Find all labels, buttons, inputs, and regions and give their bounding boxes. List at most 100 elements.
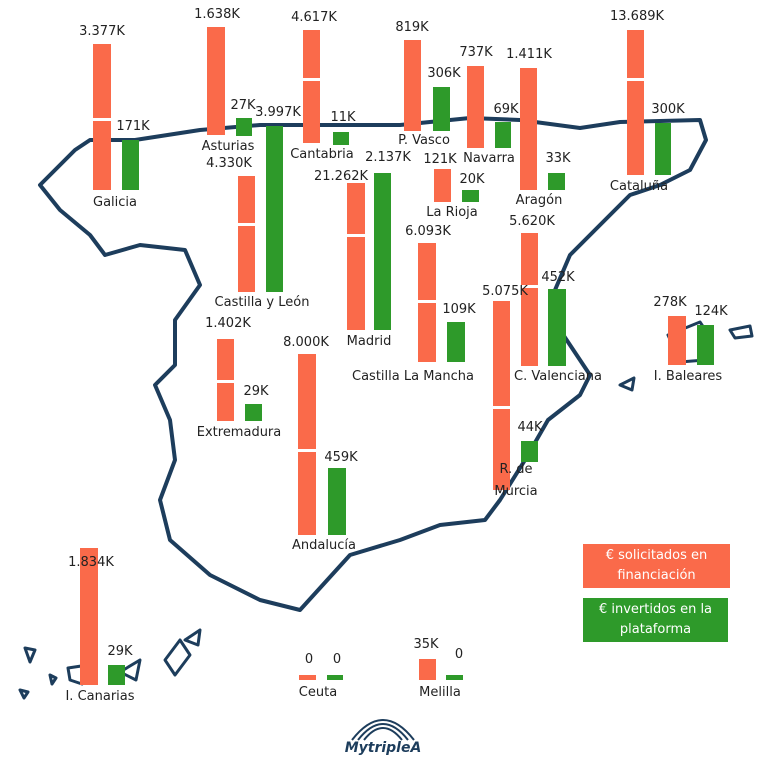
invested-label: 2.137K bbox=[365, 150, 411, 165]
requested-bar bbox=[299, 675, 316, 680]
region-name: I. Canarias bbox=[65, 689, 135, 704]
invested-label: 0 bbox=[454, 647, 464, 662]
requested-bar bbox=[668, 316, 686, 365]
requested-bar bbox=[80, 548, 98, 685]
island bbox=[18, 688, 30, 700]
requested-label: 5.075K bbox=[482, 284, 528, 299]
invested-label: 33K bbox=[545, 151, 571, 166]
legend-item: € invertidos en la plataforma bbox=[583, 598, 728, 642]
requested-bar bbox=[627, 30, 644, 175]
requested-label: 5.620K bbox=[509, 214, 555, 229]
requested-label: 35K bbox=[413, 637, 439, 652]
requested-bar bbox=[521, 233, 538, 366]
invested-label: 29K bbox=[243, 384, 269, 399]
invested-bar bbox=[236, 118, 252, 136]
region-name: Madrid bbox=[346, 334, 392, 349]
island bbox=[183, 628, 202, 647]
region-name: Cantabria bbox=[290, 147, 354, 162]
region-name: Galicia bbox=[93, 195, 137, 210]
requested-bar bbox=[207, 27, 225, 135]
invested-bar bbox=[122, 140, 139, 190]
invested-label: 171K bbox=[116, 119, 150, 134]
region-name: Aragón bbox=[515, 193, 563, 208]
invested-bar bbox=[245, 404, 262, 421]
region-name: Extremadura bbox=[196, 425, 282, 440]
region-name: Andalucía bbox=[292, 538, 356, 553]
invested-bar bbox=[374, 173, 391, 330]
requested-label: 1.834K bbox=[68, 555, 114, 570]
region-name: Asturias bbox=[201, 139, 255, 154]
requested-label: 1.411K bbox=[506, 47, 552, 62]
invested-bar bbox=[495, 122, 511, 148]
requested-label: 13.689K bbox=[609, 9, 665, 24]
requested-bar bbox=[467, 66, 484, 148]
bar-break bbox=[238, 223, 255, 226]
requested-label: 121K bbox=[423, 152, 457, 167]
requested-bar bbox=[520, 68, 537, 190]
invested-bar bbox=[108, 665, 125, 685]
requested-bar bbox=[347, 183, 365, 330]
region-name: Castilla y León bbox=[214, 295, 310, 310]
invested-label: 300K bbox=[651, 102, 685, 117]
island bbox=[118, 658, 142, 682]
requested-bar bbox=[238, 176, 255, 292]
region-name: Castilla La Mancha bbox=[352, 369, 474, 384]
invested-label: 27K bbox=[230, 98, 256, 113]
invested-bar bbox=[548, 289, 566, 366]
requested-bar bbox=[303, 30, 320, 143]
requested-bar bbox=[404, 40, 421, 131]
invested-label: 3.997K bbox=[255, 105, 301, 120]
island bbox=[618, 376, 636, 392]
logo-mark bbox=[351, 719, 415, 741]
invested-bar bbox=[548, 173, 565, 190]
invested-label: 124K bbox=[694, 304, 728, 319]
invested-label: 11K bbox=[330, 110, 356, 125]
bar-break bbox=[521, 285, 538, 288]
bar-break bbox=[493, 406, 510, 409]
invested-bar bbox=[521, 441, 538, 462]
bar-break bbox=[418, 300, 436, 303]
requested-label: 4.330K bbox=[206, 156, 252, 171]
invested-bar bbox=[333, 132, 349, 145]
requested-label: 1.638K bbox=[194, 7, 240, 22]
requested-bar bbox=[93, 44, 111, 190]
invested-label: 452K bbox=[541, 270, 575, 285]
invested-bar bbox=[462, 190, 479, 202]
logo: MytripleA bbox=[344, 740, 422, 756]
invested-label: 459K bbox=[324, 450, 358, 465]
requested-label: 4.617K bbox=[291, 10, 337, 25]
invested-label: 69K bbox=[493, 102, 519, 117]
requested-label: 0 bbox=[304, 652, 314, 667]
bar-break bbox=[347, 234, 365, 237]
spain-outline bbox=[38, 116, 708, 612]
bar-break bbox=[627, 78, 644, 81]
island bbox=[163, 638, 192, 677]
invested-label: 29K bbox=[107, 644, 133, 659]
region-name: I. Baleares bbox=[653, 369, 723, 384]
invested-label: 306K bbox=[427, 66, 461, 81]
invested-bar bbox=[447, 322, 465, 362]
bar-break bbox=[298, 449, 316, 452]
requested-label: 1.402K bbox=[205, 316, 251, 331]
requested-label: 8.000K bbox=[283, 335, 329, 350]
requested-label: 278K bbox=[653, 295, 687, 310]
island bbox=[728, 324, 754, 340]
requested-bar bbox=[434, 169, 451, 202]
island bbox=[23, 646, 37, 664]
requested-label: 737K bbox=[459, 45, 493, 60]
requested-label: 819K bbox=[395, 20, 429, 35]
invested-bar bbox=[446, 675, 463, 680]
invested-label: 0 bbox=[332, 652, 342, 667]
bar-break bbox=[303, 78, 320, 81]
island bbox=[48, 673, 58, 686]
invested-bar bbox=[655, 123, 671, 175]
requested-bar bbox=[419, 659, 436, 680]
requested-bar bbox=[493, 301, 510, 490]
bar-break bbox=[217, 380, 234, 383]
invested-label: 44K bbox=[517, 420, 543, 435]
region-name: Navarra bbox=[463, 151, 515, 166]
invested-bar bbox=[697, 325, 714, 365]
legend-item: € solicitados en financiación bbox=[583, 544, 730, 588]
